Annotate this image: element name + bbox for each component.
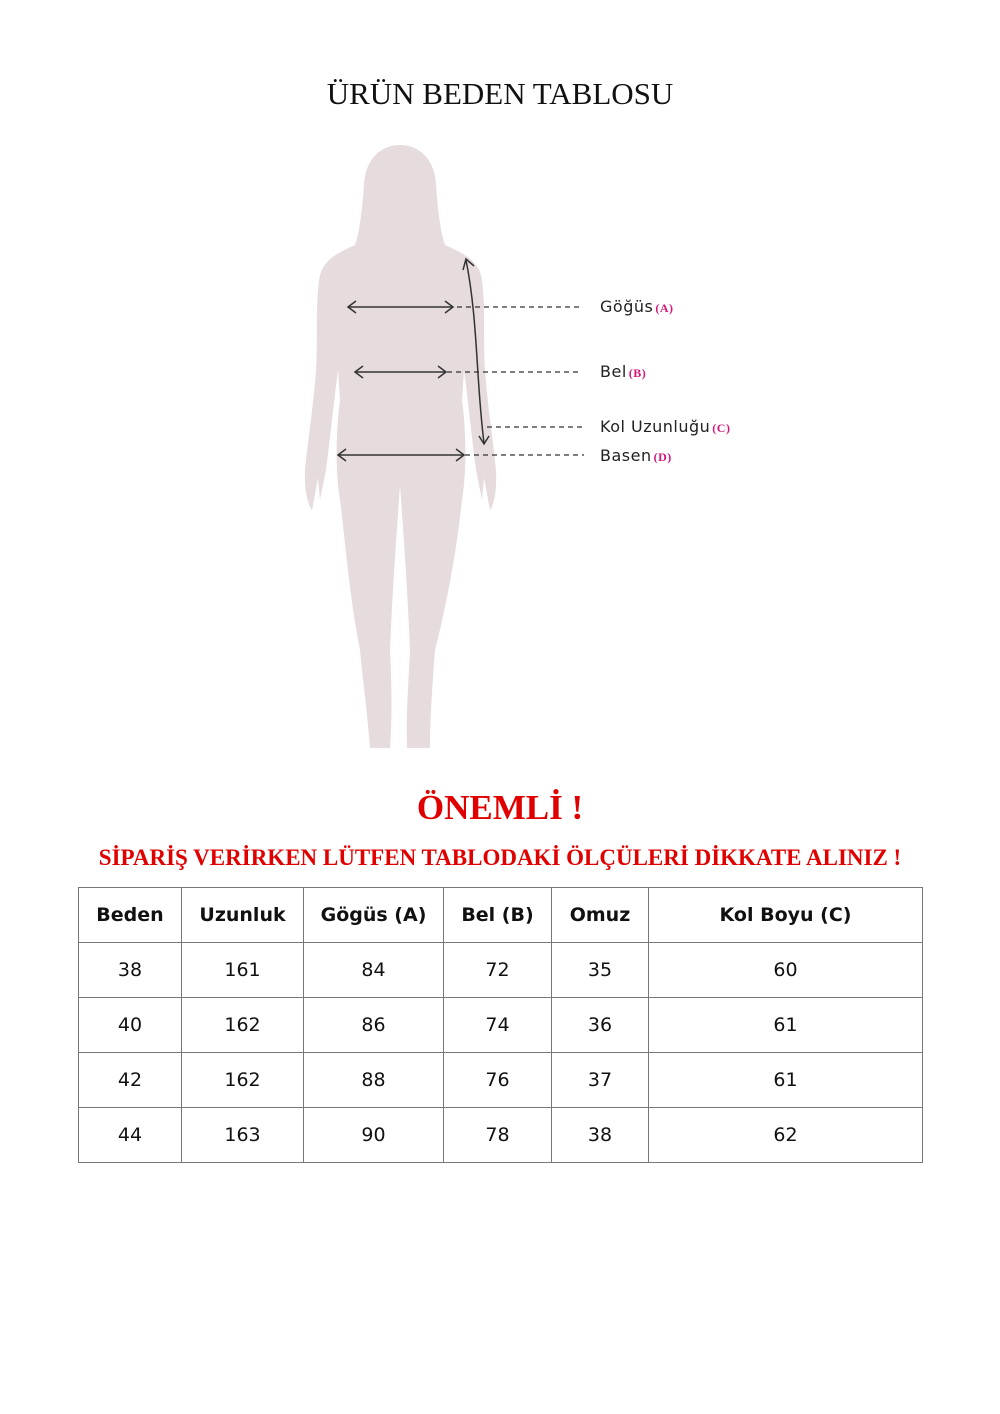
table-cell: 162 xyxy=(181,997,304,1053)
table-header-row: Beden Uzunluk Gögüs (A) Bel (B) Omuz Kol Boyu… xyxy=(78,887,923,943)
table-cell: 35 xyxy=(551,942,649,998)
table-cell: 42 xyxy=(78,1052,182,1108)
table-cell: 88 xyxy=(303,1052,444,1108)
dashed-leaders xyxy=(447,306,584,456)
table-cell: 76 xyxy=(443,1052,552,1108)
column-header: Uzunluk xyxy=(181,887,304,943)
label-bel: Bel (B) xyxy=(600,362,647,381)
table-cell: 44 xyxy=(78,1107,182,1163)
table-cell: 62 xyxy=(648,1107,923,1163)
column-header: Bel (B) xyxy=(443,887,552,943)
body-silhouette-diagram xyxy=(304,145,584,748)
column-header: Kol Boyu (C) xyxy=(648,887,923,943)
table-row: 38 161 84 72 35 60 xyxy=(78,942,923,998)
table-cell: 37 xyxy=(551,1052,649,1108)
table-cell: 86 xyxy=(303,997,444,1053)
label-kol-uzunlugu: Kol Uzunluğu (C) xyxy=(600,417,731,436)
column-header: Gögüs (A) xyxy=(303,887,444,943)
measure-arrows xyxy=(336,257,490,462)
table-cell: 36 xyxy=(551,997,649,1053)
page-title: ÜRÜN BEDEN TABLOSU xyxy=(326,76,674,111)
table-cell: 78 xyxy=(443,1107,552,1163)
table-row: 44 163 90 78 38 62 xyxy=(78,1107,923,1163)
column-header: Omuz xyxy=(551,887,649,943)
table-cell: 40 xyxy=(78,997,182,1053)
size-table: Beden Uzunluk Gögüs (A) Bel (B) Omuz Kol Boyu… xyxy=(78,887,923,1163)
table-cell: 38 xyxy=(78,942,182,998)
table-row: 42 162 88 76 37 61 xyxy=(78,1052,923,1108)
important-heading: ÖNEMLİ ! xyxy=(416,788,584,827)
table-cell: 61 xyxy=(648,997,923,1053)
table-cell: 60 xyxy=(648,942,923,998)
table-cell: 161 xyxy=(181,942,304,998)
label-basen: Basen (D) xyxy=(600,446,672,465)
label-gogus: Göğüs (A) xyxy=(600,297,674,316)
silhouette xyxy=(304,145,497,748)
table-row: 40 162 86 74 36 61 xyxy=(78,997,923,1053)
table-cell: 61 xyxy=(648,1052,923,1108)
important-notice: SİPARİŞ VERİRKEN LÜTFEN TABLODAKİ ÖLÇÜLE… xyxy=(98,845,902,870)
table-cell: 84 xyxy=(303,942,444,998)
table-cell: 90 xyxy=(303,1107,444,1163)
table-cell: 74 xyxy=(443,997,552,1053)
table-cell: 38 xyxy=(551,1107,649,1163)
table-cell: 72 xyxy=(443,942,552,998)
column-header: Beden xyxy=(78,887,182,943)
table-cell: 162 xyxy=(181,1052,304,1108)
table-cell: 163 xyxy=(181,1107,304,1163)
